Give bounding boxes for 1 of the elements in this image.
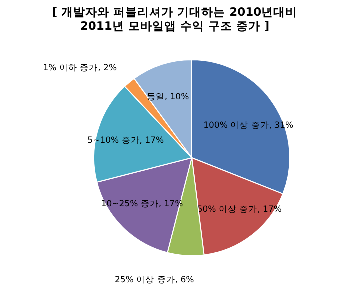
title: [ 개발자와 퍼블리셔가 기대하는 2010년대비 2011년 모바일앱 수익 구조 증가 ]	[52, 5, 298, 33]
